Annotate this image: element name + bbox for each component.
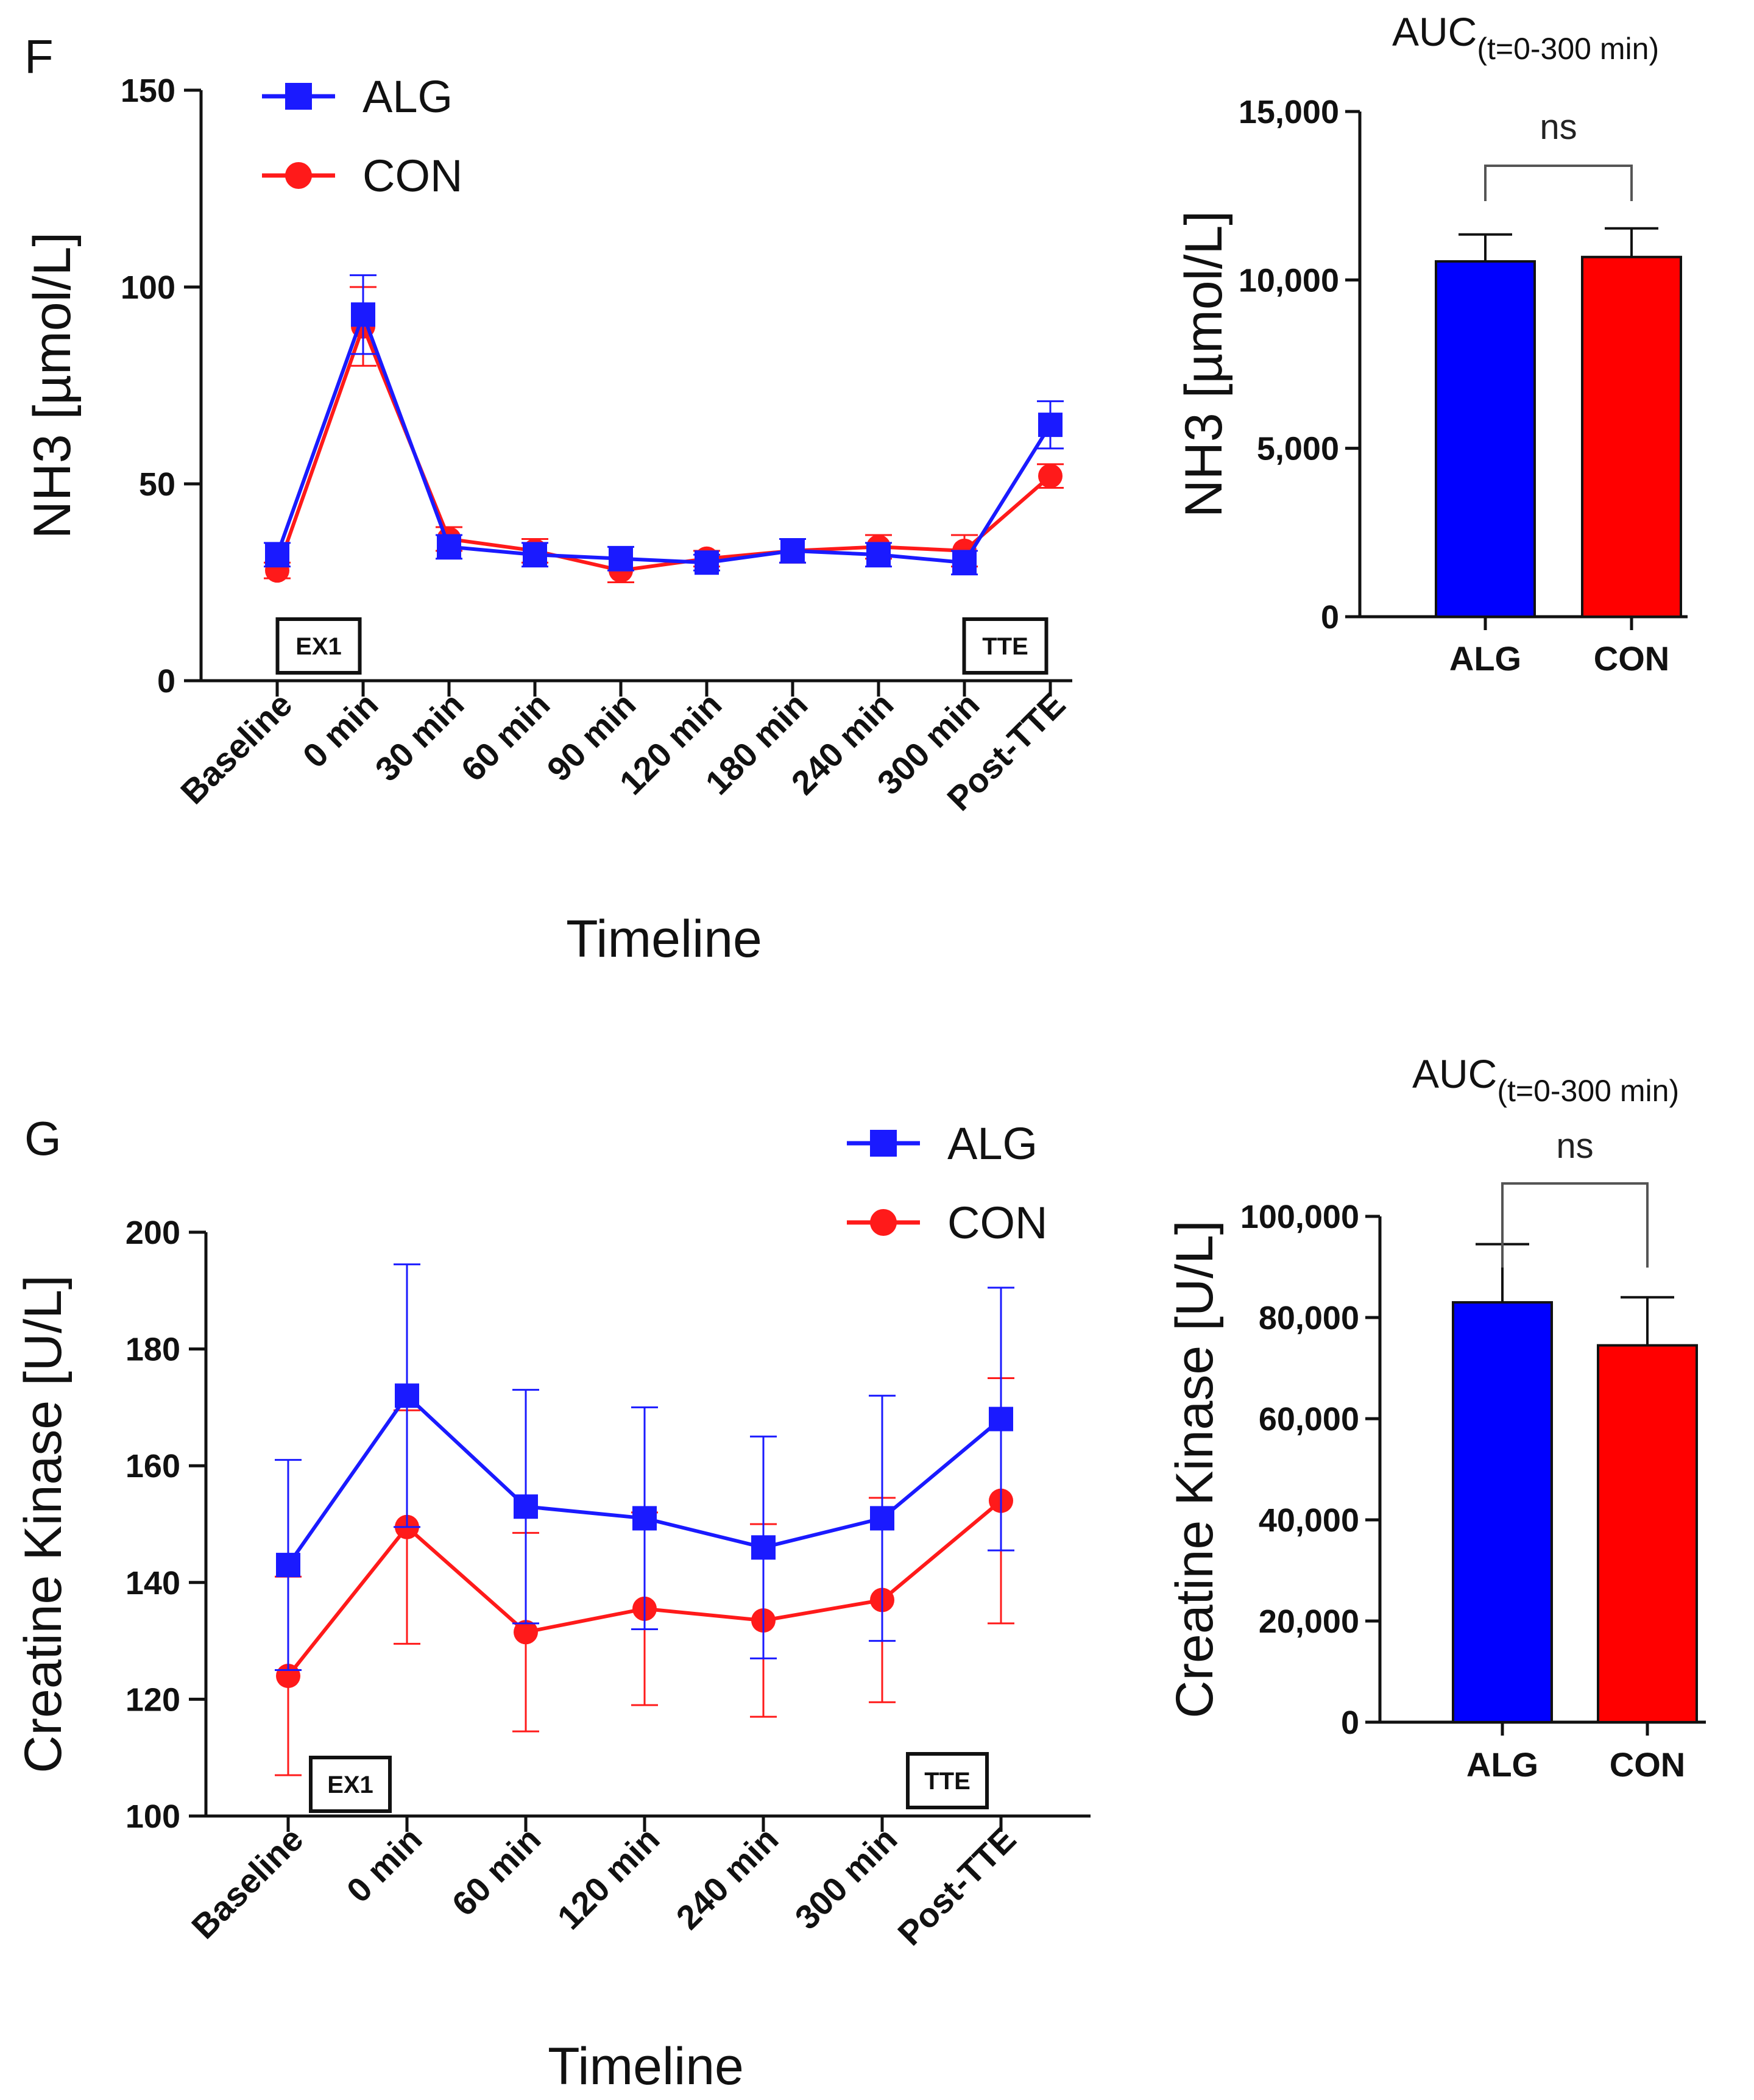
legend-label-alg: ALG <box>947 1118 1038 1169</box>
y-tick-label: 180 <box>126 1332 180 1368</box>
data-point-con <box>1038 464 1063 489</box>
annotation-box-tte <box>906 1752 989 1809</box>
data-point-alg <box>609 546 633 571</box>
bar-alg <box>1452 1301 1553 1724</box>
y-tick-label: 100 <box>126 1798 180 1835</box>
series-line-alg <box>275 309 1052 565</box>
data-point-alg <box>276 1553 300 1578</box>
auc-title-main: AUC <box>1392 9 1477 54</box>
auc-title-subscript: (t=0-300 min) <box>1497 1074 1679 1108</box>
y-tick-label: 0 <box>157 663 175 700</box>
y-axis-title: Creatine Kinase [U/L] <box>1165 1220 1224 1718</box>
y-tick-label: 200 <box>126 1215 180 1251</box>
annotation-label-ex1: EX1 <box>295 633 342 660</box>
legend-label-alg: ALG <box>362 71 453 122</box>
panel-g-line-chart: G 100 120 140 160 180 200 Baseline 0 min 60 min 12… <box>14 1112 1091 2096</box>
y-axis-title: Creatine Kinase [U/L] <box>14 1275 72 1773</box>
data-point-alg <box>437 534 461 559</box>
annotation-label-tte: TTE <box>924 1768 971 1795</box>
auc-title: AUC(t=0-300 min) <box>1392 9 1659 66</box>
data-point-alg <box>866 542 891 567</box>
y-tick-label: 120 <box>126 1681 180 1718</box>
bar-alg <box>1435 260 1536 619</box>
y-tick-label: 100 <box>121 269 175 306</box>
panel-letter: F <box>24 30 54 83</box>
data-point-alg <box>632 1506 657 1531</box>
bar-label-con: CON <box>1610 1745 1685 1784</box>
x-tick-label-0-min: 0 min <box>339 1820 430 1910</box>
significance-label: ns <box>1540 107 1577 147</box>
legend-label-con: CON <box>362 151 462 201</box>
bar-label-con: CON <box>1594 639 1669 678</box>
y-axis-title: NH3 [µmol/L] <box>1175 211 1233 518</box>
panel-g-auc-bar-chart: AUC(t=0-300 min) 0 20,000 40,000 60,000 80,00… <box>1165 1051 1706 1784</box>
x-axis-title: Timeline <box>548 2037 744 2096</box>
data-point-alg <box>523 542 547 567</box>
legend-marker-con <box>285 162 312 189</box>
y-tick-label: 40,000 <box>1259 1502 1359 1539</box>
y-tick-label: 5,000 <box>1257 431 1339 467</box>
y-tick-label: 0 <box>1341 1704 1359 1741</box>
panel-f-auc-bar-chart: AUC(t=0-300 min) 0 5,000 10,000 15,000 NH3 [µ… <box>1175 9 1688 678</box>
significance-bracket <box>1484 165 1633 201</box>
data-point-alg <box>989 1407 1013 1431</box>
x-tick-label-120-min: 120 min <box>550 1820 667 1937</box>
y-tick-label: 60,000 <box>1259 1401 1359 1438</box>
annotation-label-tte: TTE <box>982 633 1028 660</box>
y-tick-label: 20,000 <box>1259 1603 1359 1640</box>
significance-label: ns <box>1556 1126 1593 1166</box>
x-tick-label-60-min: 60 min <box>453 685 557 789</box>
data-point-alg <box>395 1383 419 1408</box>
x-tick-label-baseline: Baseline <box>184 1820 310 1946</box>
legend-label-con: CON <box>947 1197 1047 1248</box>
auc-title-main: AUC <box>1412 1051 1497 1096</box>
x-axis-title: Timeline <box>566 910 762 968</box>
y-tick-label: 0 <box>1321 599 1339 636</box>
x-tick-label-30-min: 30 min <box>367 685 471 789</box>
significance-bracket <box>1501 1182 1649 1268</box>
bar-label-alg: ALG <box>1466 1745 1538 1784</box>
annotation-label-ex1: EX1 <box>327 1772 373 1798</box>
annotation-box-ex1 <box>309 1756 392 1813</box>
data-point-alg <box>695 550 719 575</box>
legend-marker-alg <box>285 83 312 110</box>
annotation-box-ex1 <box>275 617 362 675</box>
annotation-box-tte <box>962 617 1049 675</box>
bar-label-alg: ALG <box>1449 639 1521 678</box>
bar-con <box>1597 1344 1698 1723</box>
y-tick-label: 160 <box>126 1448 180 1485</box>
panel-letter: G <box>24 1112 62 1165</box>
y-tick-label: 15,000 <box>1239 94 1339 130</box>
legend-marker-alg <box>870 1130 897 1157</box>
y-tick-label: 10,000 <box>1239 262 1339 299</box>
x-tick-label-240-min: 240 min <box>668 1820 785 1937</box>
auc-title-subscript: (t=0-300 min) <box>1477 32 1659 66</box>
data-point-alg <box>351 302 375 327</box>
auc-title: AUC(t=0-300 min) <box>1412 1051 1679 1108</box>
y-tick-label: 80,000 <box>1259 1300 1359 1336</box>
data-point-alg <box>751 1535 776 1560</box>
bar-con <box>1581 255 1682 618</box>
y-axis-title: NH3 [µmol/L] <box>23 232 82 539</box>
y-tick-label: 50 <box>139 466 175 503</box>
legend-marker-con <box>870 1209 897 1236</box>
y-tick-label: 140 <box>126 1565 180 1602</box>
y-tick-label: 150 <box>121 73 175 109</box>
x-tick-label-post-tte: Post-TTE <box>890 1820 1023 1953</box>
data-point-con <box>514 1620 538 1645</box>
series-line-con <box>275 321 1052 573</box>
data-point-alg <box>952 550 977 575</box>
x-tick-label-300-min: 300 min <box>787 1820 904 1937</box>
data-point-alg <box>265 542 289 567</box>
x-tick-label-baseline: Baseline <box>173 685 299 811</box>
data-point-alg <box>780 538 805 563</box>
y-tick-label: 100,000 <box>1240 1199 1359 1235</box>
data-point-alg <box>1038 413 1063 438</box>
x-tick-label-60-min: 60 min <box>444 1820 548 1923</box>
data-point-alg <box>870 1506 894 1531</box>
data-point-alg <box>514 1494 538 1519</box>
